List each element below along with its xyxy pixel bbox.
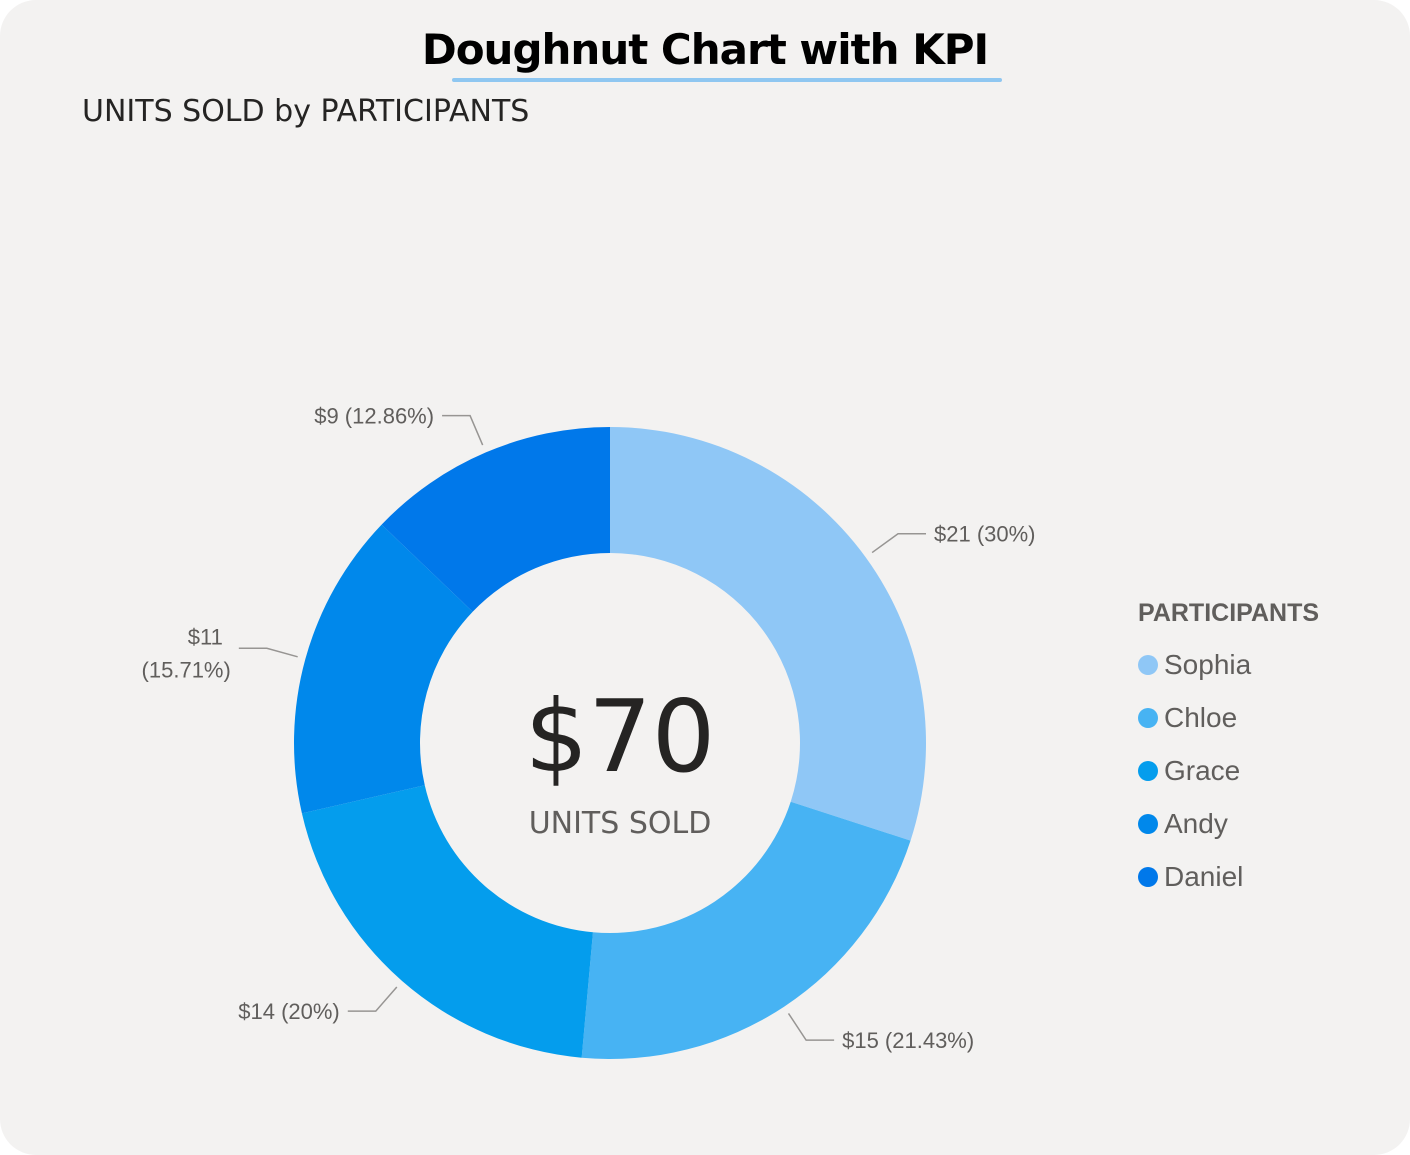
title-underline — [452, 78, 1002, 82]
data-label-andy: $11 (15.71%) — [142, 624, 231, 682]
legend-items: Sophia Chloe Grace Andy Daniel — [1138, 638, 1319, 903]
leader-line-andy — [238, 647, 298, 658]
slice-grace[interactable] — [301, 785, 593, 1058]
chart-slices — [294, 427, 927, 1059]
legend-marker — [1138, 654, 1158, 675]
legend-item-daniel[interactable]: Daniel — [1138, 850, 1319, 903]
legend-marker — [1138, 760, 1158, 781]
slice-chloe[interactable] — [581, 801, 911, 1059]
chart-data-labels: $21 (30%) $15 (21.43%) $14 (20%) $11 (15.71%… — [142, 404, 1036, 1053]
legend-label: Chloe — [1164, 701, 1238, 733]
legend-label: Andy — [1164, 807, 1228, 839]
legend-label: Grace — [1164, 754, 1241, 786]
legend-item-grace[interactable]: Grace — [1138, 744, 1319, 797]
slice-sophia[interactable] — [610, 427, 927, 841]
leader-line-grace — [347, 986, 398, 1012]
slice-daniel[interactable] — [381, 427, 610, 612]
legend-item-sophia[interactable]: Sophia — [1138, 638, 1319, 691]
slice-andy[interactable] — [294, 524, 473, 814]
chart-leader-lines — [238, 414, 927, 1041]
page-title: Doughnut Chart with KPI — [421, 25, 989, 74]
kpi-value: $70 — [525, 678, 716, 795]
kpi-label: UNITS SOLD — [529, 806, 712, 841]
data-label-sophia: $21 (30%) — [934, 522, 1036, 547]
legend-marker — [1138, 813, 1158, 834]
data-label-daniel: $9 (12.86%) — [314, 404, 434, 429]
data-label-grace: $14 (20%) — [238, 999, 340, 1024]
chart-title: UNITS SOLD by PARTICIPANTS — [82, 94, 530, 129]
leader-line-daniel — [442, 414, 484, 446]
legend-item-chloe[interactable]: Chloe — [1138, 691, 1319, 744]
legend-label: Daniel — [1164, 860, 1244, 892]
chart-legend: PARTICIPANTS Sophia Chloe Grace Andy Daniel — [1138, 596, 1319, 903]
leader-line-chloe — [787, 1012, 835, 1041]
legend-item-andy[interactable]: Andy — [1138, 797, 1319, 850]
legend-title: PARTICIPANTS — [1138, 599, 1320, 627]
legend-label: Sophia — [1164, 648, 1252, 680]
legend-marker — [1138, 866, 1158, 887]
legend-marker — [1138, 707, 1158, 728]
leader-line-sophia — [871, 532, 927, 554]
data-label-chloe: $15 (21.43%) — [842, 1028, 974, 1053]
